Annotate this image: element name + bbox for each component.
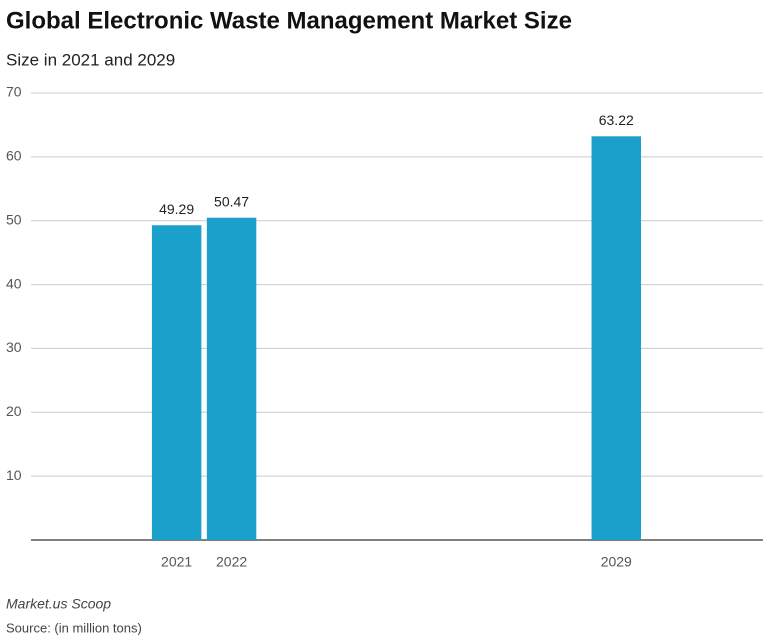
chart-subtitle: Size in 2021 and 2029 [6, 50, 175, 69]
y-tick-label: 10 [6, 467, 22, 483]
x-tick-label: 2029 [601, 554, 632, 570]
chart-title: Global Electronic Waste Management Marke… [6, 7, 572, 34]
y-tick-label: 60 [6, 148, 22, 164]
bar [591, 136, 641, 540]
y-tick-label: 30 [6, 339, 22, 355]
y-tick-label: 70 [6, 84, 22, 100]
y-tick-label: 20 [6, 403, 22, 419]
bar [206, 217, 257, 540]
value-label: 50.47 [214, 193, 249, 209]
credit: Market.us Scoop [6, 596, 111, 612]
value-label: 63.22 [599, 112, 634, 128]
source: Source: (in million tons) [6, 620, 142, 635]
x-tick-label: 2022 [216, 554, 247, 570]
bar [151, 225, 202, 540]
y-tick-label: 40 [6, 275, 22, 291]
x-tick-label: 2021 [161, 554, 192, 570]
y-tick-label: 50 [6, 211, 22, 227]
value-label: 49.29 [159, 201, 194, 217]
